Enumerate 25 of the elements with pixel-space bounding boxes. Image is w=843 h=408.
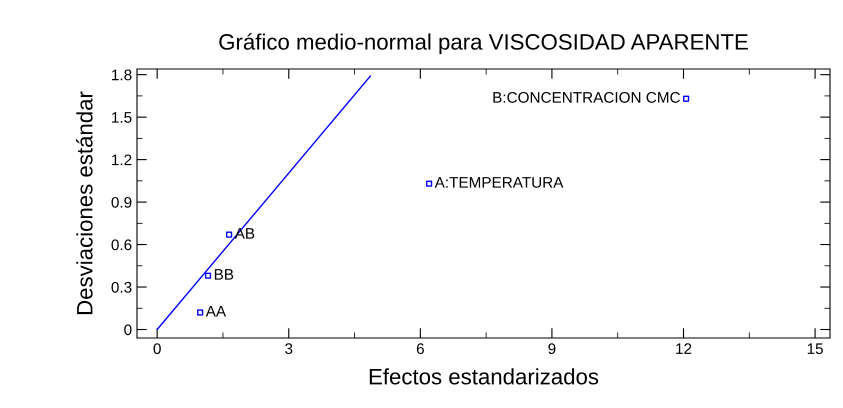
x-tick-label: 6 xyxy=(416,343,424,354)
y-tick-label: 0.3 xyxy=(112,282,132,293)
chart-title: Gráfico medio-normal para VISCOSIDAD APARENTE xyxy=(219,33,748,54)
x-tick-label: 12 xyxy=(676,343,692,354)
x-tick-label: 3 xyxy=(285,343,292,354)
x-tick-label: 15 xyxy=(808,343,823,354)
annotation: AA xyxy=(206,306,226,316)
y-tick-label: 1.2 xyxy=(112,154,132,166)
annotation: BB xyxy=(214,269,234,280)
y-tick-label: 0.9 xyxy=(112,196,132,208)
annotation: A:TEMPERATURA xyxy=(434,177,564,188)
y-tick-label: 0 xyxy=(124,324,132,336)
point xyxy=(426,180,432,187)
point xyxy=(226,232,232,238)
y-tick-label: 1.8 xyxy=(112,70,132,80)
point xyxy=(204,272,212,279)
y-tick-label: 1.5 xyxy=(112,112,132,123)
point xyxy=(197,309,204,316)
x-tick-label: 9 xyxy=(548,343,556,354)
point xyxy=(683,96,690,102)
y-tick-label: 0.6 xyxy=(112,239,132,250)
annotation: B:CONCENTRACION CMC xyxy=(493,92,680,103)
y-axis-title: Desviaciones estándar xyxy=(76,91,93,314)
x-tick-label: 0 xyxy=(154,343,161,354)
x-axis-title: Efectos estandarizados xyxy=(370,368,598,385)
